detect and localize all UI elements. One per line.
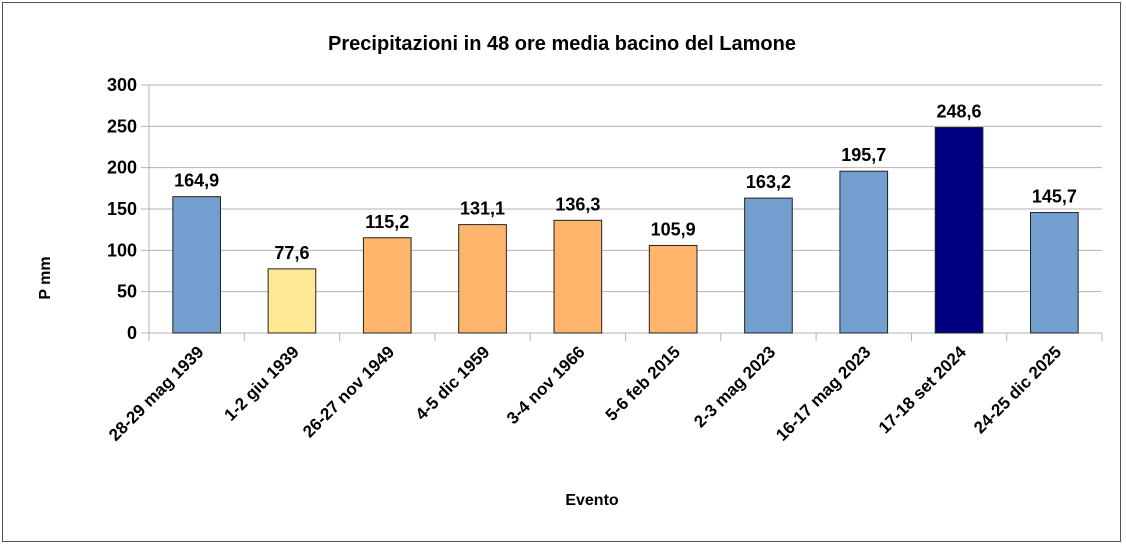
x-tick-label: 2-3 mag 2023 [690, 342, 779, 431]
y-tick-label: 300 [107, 75, 137, 95]
y-tick-label: 0 [127, 323, 137, 343]
bar [934, 126, 984, 334]
y-tick-label: 150 [107, 199, 137, 219]
x-tick-label: 17-18 set 2024 [875, 342, 970, 437]
y-tick-label: 200 [107, 158, 137, 178]
data-label: 145,7 [1032, 187, 1077, 207]
x-tick-label: 4-5 dic 1959 [412, 342, 494, 424]
bar [744, 197, 793, 334]
x-tick-label: 26-27 nov 1949 [299, 342, 398, 441]
x-tick-label: 28-29 mag 1939 [105, 342, 207, 444]
y-tick-label: 50 [117, 282, 137, 302]
data-label: 163,2 [746, 172, 791, 192]
data-label: 248,6 [937, 101, 982, 121]
bar [839, 170, 889, 334]
bar [267, 268, 317, 334]
y-tick-label: 100 [107, 240, 137, 260]
data-label: 195,7 [841, 145, 886, 165]
x-tick-label: 5-6 feb 2015 [602, 342, 684, 424]
y-tick-label: 250 [107, 116, 137, 136]
bar [458, 224, 507, 334]
bar [362, 237, 412, 334]
bar [648, 244, 698, 334]
bar [1030, 212, 1079, 334]
data-label: 131,1 [460, 199, 505, 219]
x-tick-label: 24-25 dic 2025 [970, 342, 1065, 437]
x-axis-label: Evento [565, 492, 619, 509]
data-label: 164,9 [174, 171, 219, 191]
data-label: 136,3 [555, 194, 600, 214]
data-label: 115,2 [365, 212, 409, 232]
data-label: 77,6 [274, 243, 309, 263]
x-tick-label: 16-17 mag 2023 [772, 342, 874, 444]
bar [553, 219, 603, 334]
bar [172, 196, 221, 334]
chart-title: Precipitazioni in 48 ore media bacino de… [328, 33, 796, 55]
data-label: 105,9 [651, 219, 696, 239]
x-tick-label: 3-4 nov 1966 [503, 342, 589, 428]
y-axis-label: P mm [37, 256, 54, 299]
x-tick-label: 1-2 giu 1939 [221, 342, 303, 424]
